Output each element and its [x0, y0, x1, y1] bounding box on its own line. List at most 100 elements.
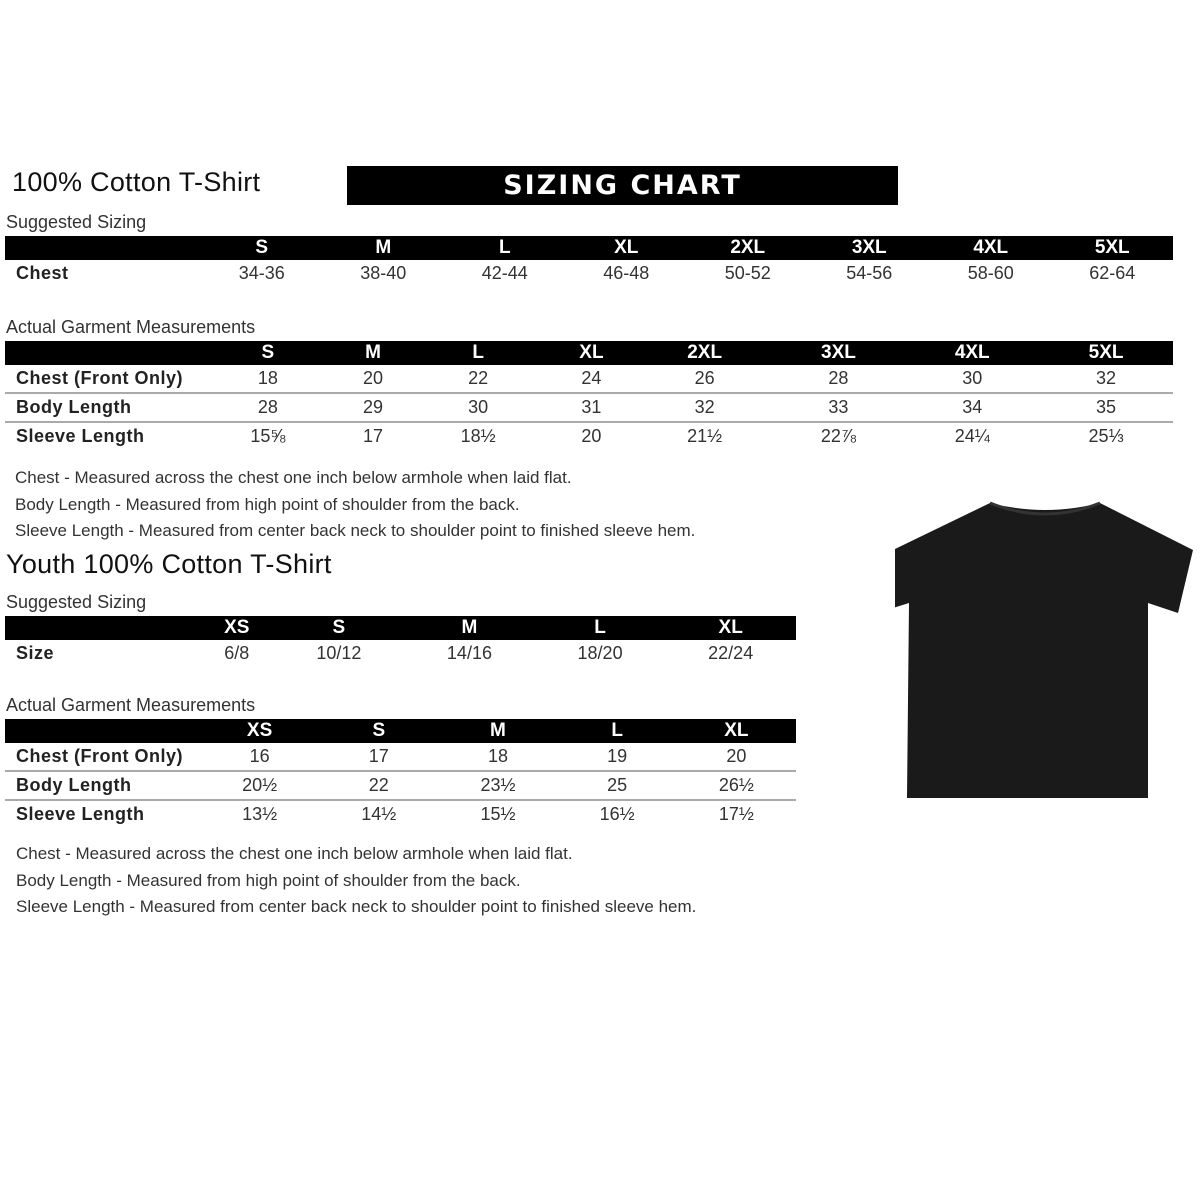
- table-cell: 32: [1039, 365, 1173, 394]
- size-header-xs: XS: [200, 616, 274, 640]
- size-header-l: L: [557, 719, 677, 743]
- measurement-note: Body Length - Measured from high point o…: [15, 494, 520, 514]
- table-cell: 50-52: [724, 263, 771, 283]
- table-cell: 58-60: [967, 263, 1014, 283]
- table-cell: 54-56: [846, 263, 893, 283]
- adult-suggested-label: Suggested Sizing: [6, 212, 147, 232]
- header-blank: [5, 719, 200, 743]
- adult-actual-table: S M L XL 2XL 3XL 4XL 5XL Chest (Front Only) 18 20 2…: [5, 341, 1173, 450]
- header-blank: [5, 341, 201, 365]
- adult-title: 100% Cotton T-Shirt: [12, 167, 261, 197]
- size-header-4xl: 4XL: [930, 236, 1052, 260]
- size-header-s: S: [319, 719, 439, 743]
- table-cell: 30: [905, 365, 1040, 394]
- table-cell: 21½: [687, 426, 723, 446]
- size-header-m: M: [334, 341, 412, 365]
- size-header-3xl: 3XL: [808, 236, 930, 260]
- youth-actual-table: XS S M L XL Chest (Front Only) 16 17 18 19 20 Body …: [5, 719, 796, 828]
- table-row: Body Length 28 29 30 31 32 33 34 35: [5, 393, 1173, 423]
- size-header-s: S: [273, 616, 405, 640]
- table-cell: 30: [411, 393, 546, 423]
- table-row: Chest 34-36 38-40 42-44 46-48 50-52 54-56 58-60…: [5, 260, 1173, 287]
- table-cell: 34-36: [238, 263, 285, 283]
- table-cell: 34: [905, 393, 1040, 423]
- table-cell: 13½: [242, 804, 278, 824]
- table-cell: 28: [201, 393, 335, 423]
- table-cell: 25⅓: [1088, 426, 1124, 446]
- size-header-row: XS S M L XL: [5, 719, 796, 743]
- table-cell: 22: [411, 365, 546, 394]
- row-label: Sleeve Length: [16, 426, 145, 446]
- table-row: Sleeve Length 13½ 14½ 15½ 16½ 17½: [5, 800, 796, 828]
- table-cell: 20: [581, 426, 602, 446]
- size-header-l: L: [411, 341, 546, 365]
- table-cell: 17½: [718, 804, 754, 824]
- adult-actual-label: Actual Garment Measurements: [6, 317, 256, 337]
- table-cell: 26: [637, 365, 772, 394]
- table-cell: 16½: [599, 804, 635, 824]
- size-header-xl: XL: [676, 719, 796, 743]
- table-cell: 38-40: [360, 263, 407, 283]
- size-header-xl: XL: [545, 341, 638, 365]
- table-cell: 14½: [361, 804, 397, 824]
- header-blank: [5, 236, 201, 260]
- table-cell: 20½: [200, 771, 320, 801]
- adult-suggested-table: S M L XL 2XL 3XL 4XL 5XL Chest 34-36 38-40 42-44 46-…: [5, 236, 1173, 287]
- table-cell: 6/8: [224, 643, 250, 663]
- table-row: Sleeve Length 15⅝ 17 18½ 20 21½ 22⅞ 24¼ 25⅓: [5, 422, 1173, 450]
- table-cell: 20: [676, 743, 796, 772]
- table-cell: 19: [557, 743, 677, 772]
- row-label: Sleeve Length: [16, 804, 145, 824]
- size-header-row: S M L XL 2XL 3XL 4XL 5XL: [5, 341, 1173, 365]
- table-cell: 15⅝: [250, 426, 286, 446]
- size-header-s: S: [201, 236, 323, 260]
- size-header-m: M: [404, 616, 535, 640]
- table-cell: 35: [1039, 393, 1173, 423]
- measurement-note: Body Length - Measured from high point o…: [16, 870, 521, 890]
- row-label: Body Length: [5, 771, 200, 801]
- row-label: Size: [16, 643, 55, 663]
- sizing-chart-banner: SIZING CHART: [347, 166, 898, 205]
- adult-notes: Chest - Measured across the chest one in…: [15, 465, 695, 545]
- table-cell: 18: [201, 365, 335, 394]
- table-cell: 16: [200, 743, 320, 772]
- youth-title: Youth 100% Cotton T-Shirt: [6, 549, 332, 579]
- table-cell: 18/20: [577, 643, 623, 663]
- table-cell: 62-64: [1089, 263, 1136, 283]
- measurement-note: Chest - Measured across the chest one in…: [16, 844, 573, 863]
- table-cell: 22/24: [708, 643, 754, 663]
- table-cell: 28: [771, 365, 906, 394]
- table-cell: 29: [334, 393, 412, 423]
- table-cell: 22: [319, 771, 439, 801]
- table-cell: 26½: [676, 771, 796, 801]
- measurement-note: Sleeve Length - Measured from center bac…: [16, 897, 697, 916]
- table-cell: 31: [545, 393, 638, 423]
- table-cell: 18½: [460, 426, 496, 446]
- table-cell: 15½: [480, 804, 516, 824]
- tshirt-image: [895, 501, 1193, 798]
- table-cell: 17: [363, 426, 384, 446]
- table-cell: 24¼: [954, 426, 990, 446]
- table-row: Size 6/8 10/12 14/16 18/20 22/24: [5, 640, 796, 667]
- table-row: Chest (Front Only) 16 17 18 19 20: [5, 743, 796, 772]
- table-cell: 23½: [438, 771, 558, 801]
- header-blank: [5, 616, 200, 640]
- size-header-m: M: [322, 236, 444, 260]
- table-cell: 33: [771, 393, 906, 423]
- table-cell: 46-48: [603, 263, 650, 283]
- youth-suggested-label: Suggested Sizing: [6, 592, 147, 612]
- size-header-2xl: 2XL: [637, 341, 772, 365]
- row-label: Body Length: [5, 393, 201, 423]
- table-cell: 24: [545, 365, 638, 394]
- size-header-m: M: [438, 719, 558, 743]
- table-cell: 14/16: [446, 643, 492, 663]
- measurement-note: Sleeve Length - Measured from center bac…: [15, 521, 696, 540]
- row-label: Chest (Front Only): [5, 365, 201, 394]
- size-header-5xl: 5XL: [1039, 341, 1173, 365]
- row-label: Chest (Front Only): [5, 743, 200, 772]
- table-row: Body Length 20½ 22 23½ 25 26½: [5, 771, 796, 801]
- table-cell: 10/12: [316, 643, 362, 663]
- size-header-s: S: [201, 341, 335, 365]
- table-cell: 18: [438, 743, 558, 772]
